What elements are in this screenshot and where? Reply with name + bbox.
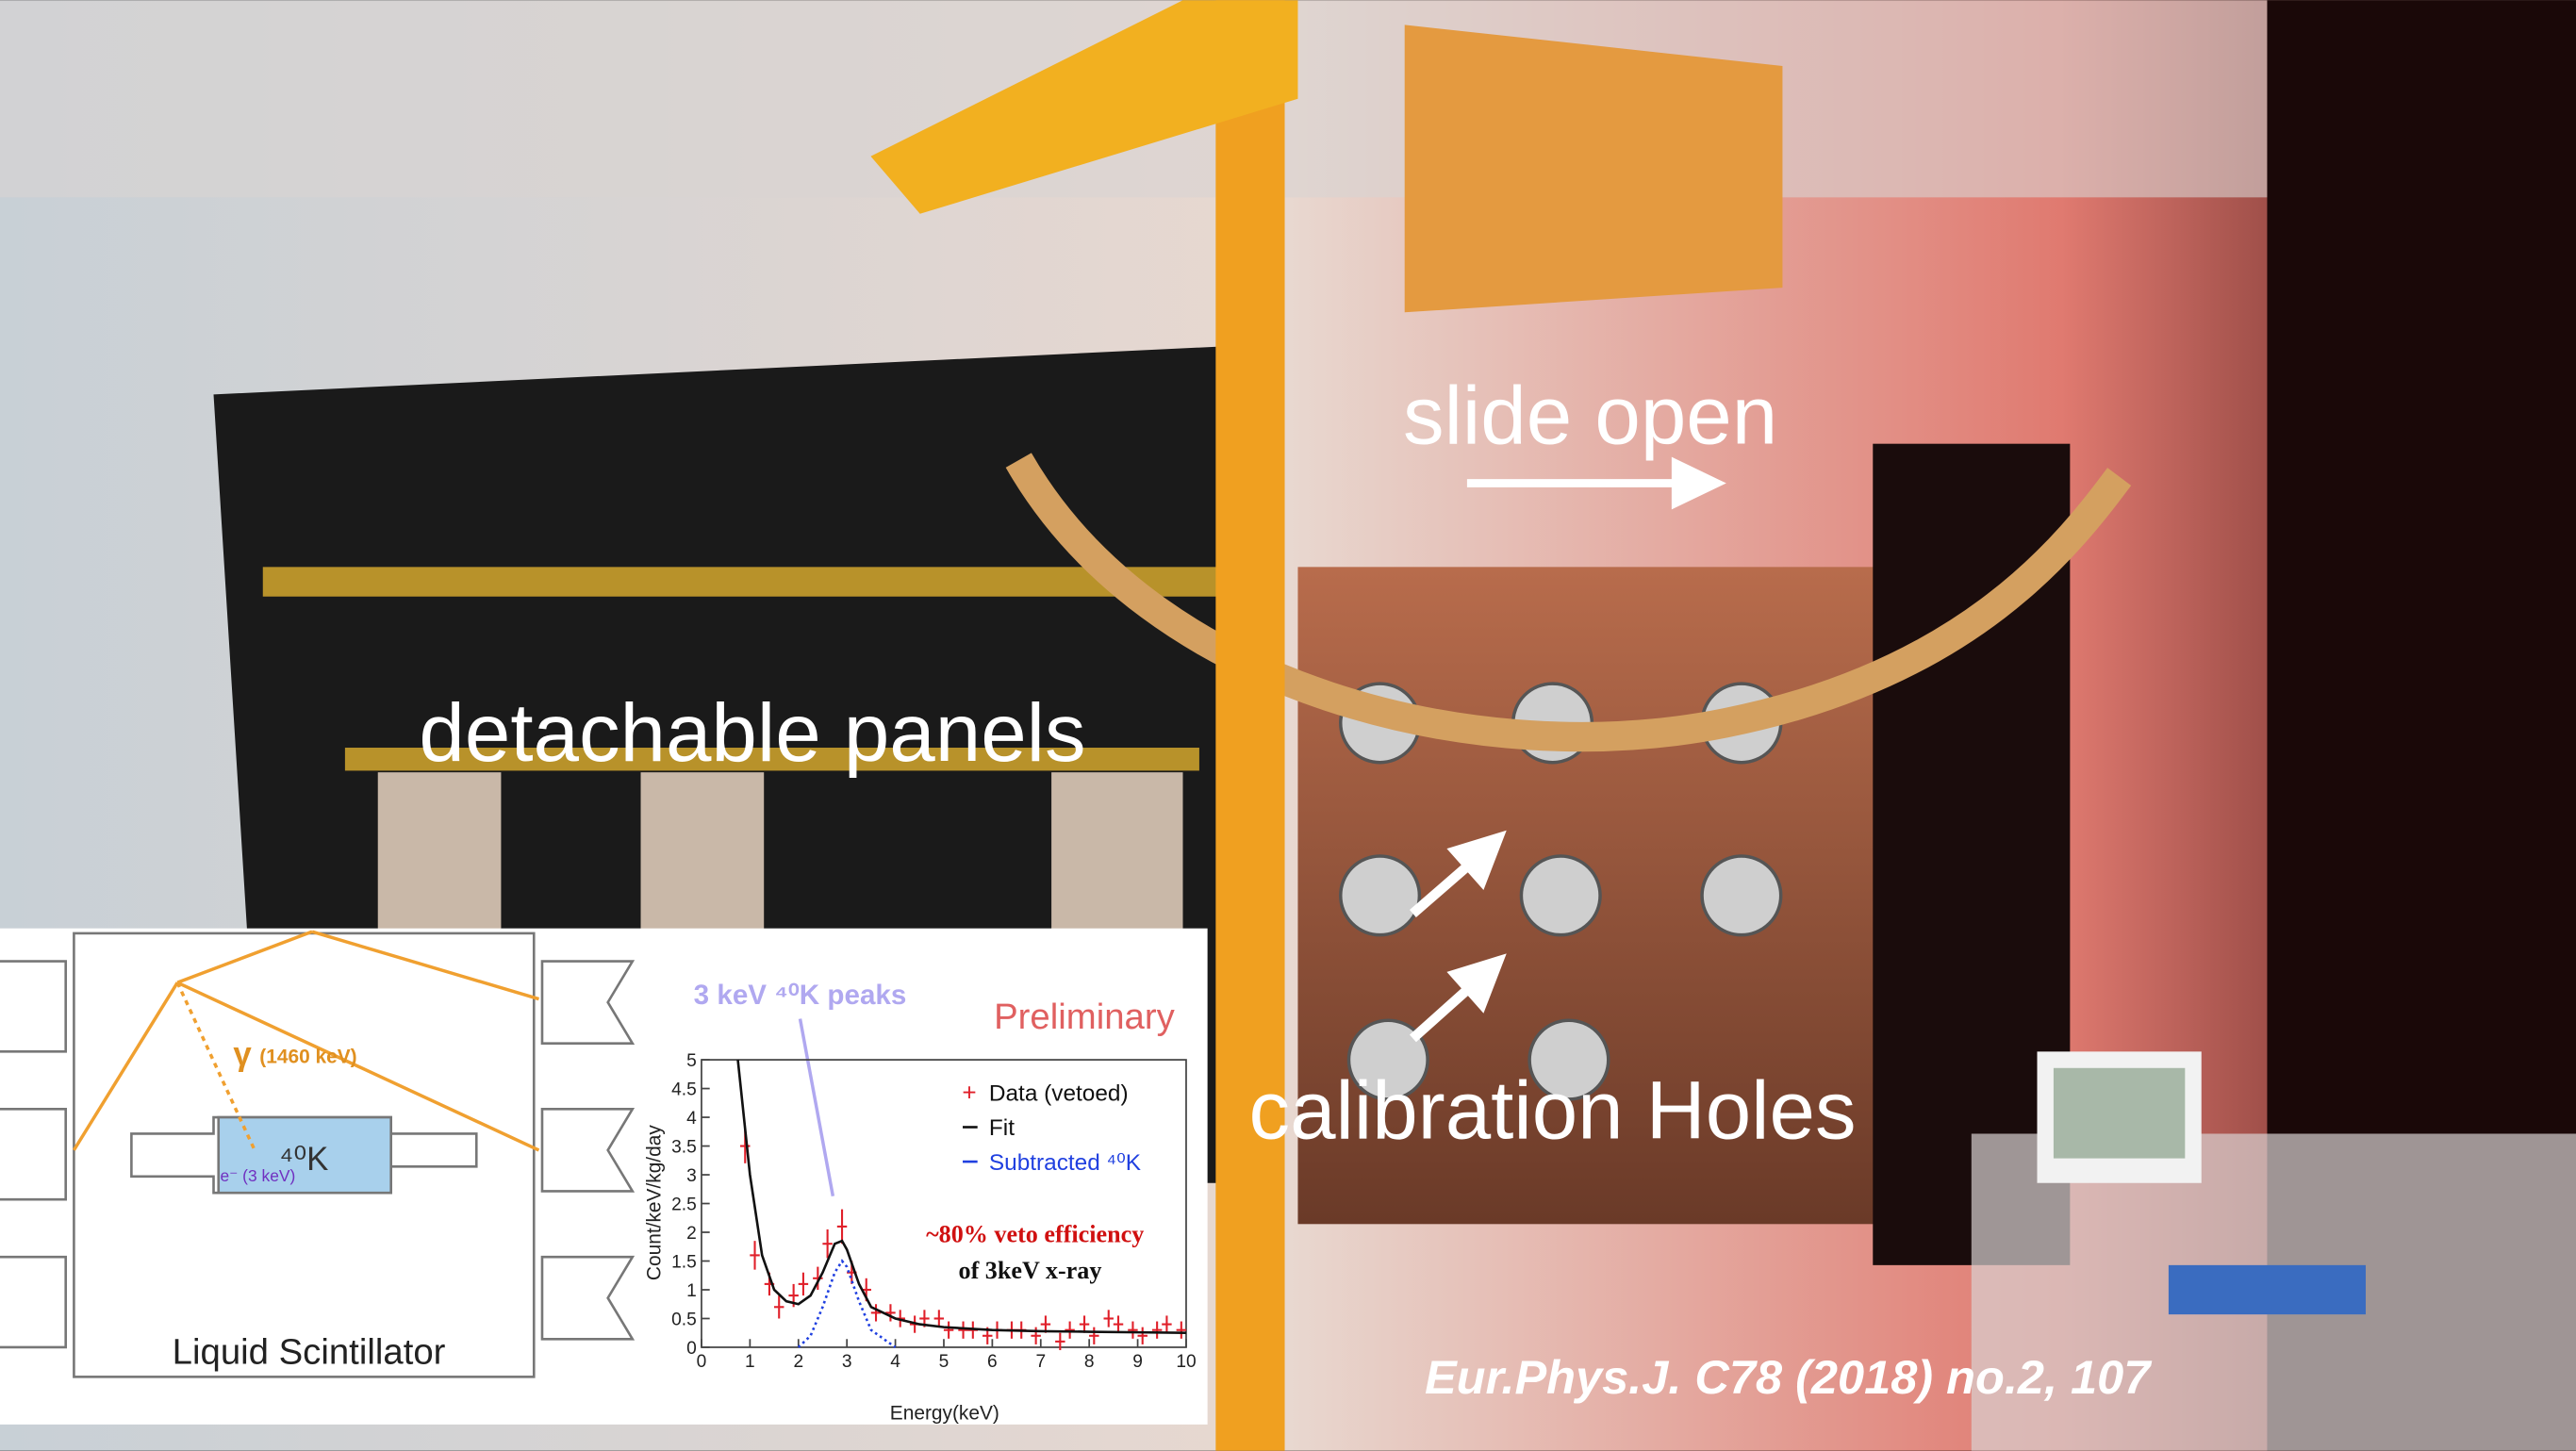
y-tick-label: 4 [686,1109,697,1129]
chart-annotation: ~80% veto efficiency [926,1220,1144,1247]
legend-key: + [962,1079,976,1107]
y-tick-label: 5 [686,1051,697,1071]
citation: Eur.Phys.J. C78 (2018) no.2, 107 [1425,1350,2153,1404]
x-tick-label: 2 [793,1352,803,1372]
y-tick-label: 4.5 [671,1080,697,1100]
holes-label: calibration Holes [1249,1065,1857,1157]
inset: γ (1460 keV) ⁴⁰K e⁻ (3 keV) Liquid Scint… [0,929,1208,1425]
y-tick-label: 2.5 [671,1195,697,1214]
gamma-energy: (1460 keV) [259,1047,356,1068]
y-axis-label: Count/keV/kg/day [643,1125,665,1280]
page: {"annotations":{"slide_open":"slide open… [0,0,2576,1451]
y-tick-label: 3 [686,1166,697,1186]
x-tick-label: 5 [939,1352,949,1372]
gamma-symbol: γ [233,1035,252,1072]
legend-label: Data (vetoed) [989,1081,1129,1107]
x-tick-label: 1 [745,1352,755,1372]
slide-open-label: slide open [1403,371,1777,462]
legend-label: Subtracted ⁴⁰K [989,1150,1141,1176]
x-tick-label: 3 [842,1352,852,1372]
chart-subtitle: Preliminary [994,997,1176,1037]
panels-label: detachable panels [419,687,1085,779]
y-tick-label: 1.5 [671,1252,697,1272]
y-tick-label: 0.5 [671,1310,697,1329]
slide: slide open detachable panels calibration… [0,0,2576,1451]
x-tick-label: 7 [1035,1352,1046,1372]
x-tick-label: 8 [1084,1352,1095,1372]
x-tick-label: 9 [1132,1352,1143,1372]
x-tick-label: 0 [697,1352,707,1372]
chart-annotation: of 3keV x-ray [959,1257,1102,1284]
chart-title: 3 keV ⁴⁰K peaks [694,980,907,1011]
x-tick-label: 4 [890,1352,900,1372]
x-tick-label: 6 [987,1352,998,1372]
y-tick-label: 1 [686,1281,697,1301]
y-tick-label: 3.5 [671,1138,697,1158]
x-tick-label: 10 [1176,1352,1196,1372]
x-axis-label: Energy(keV) [890,1403,999,1425]
y-tick-label: 0 [686,1339,697,1359]
legend-label: Fit [989,1115,1015,1141]
y-tick-label: 2 [686,1224,697,1244]
diagram-label: Liquid Scintillator [173,1331,446,1372]
electron-label: e⁻ (3 keV) [220,1166,295,1185]
